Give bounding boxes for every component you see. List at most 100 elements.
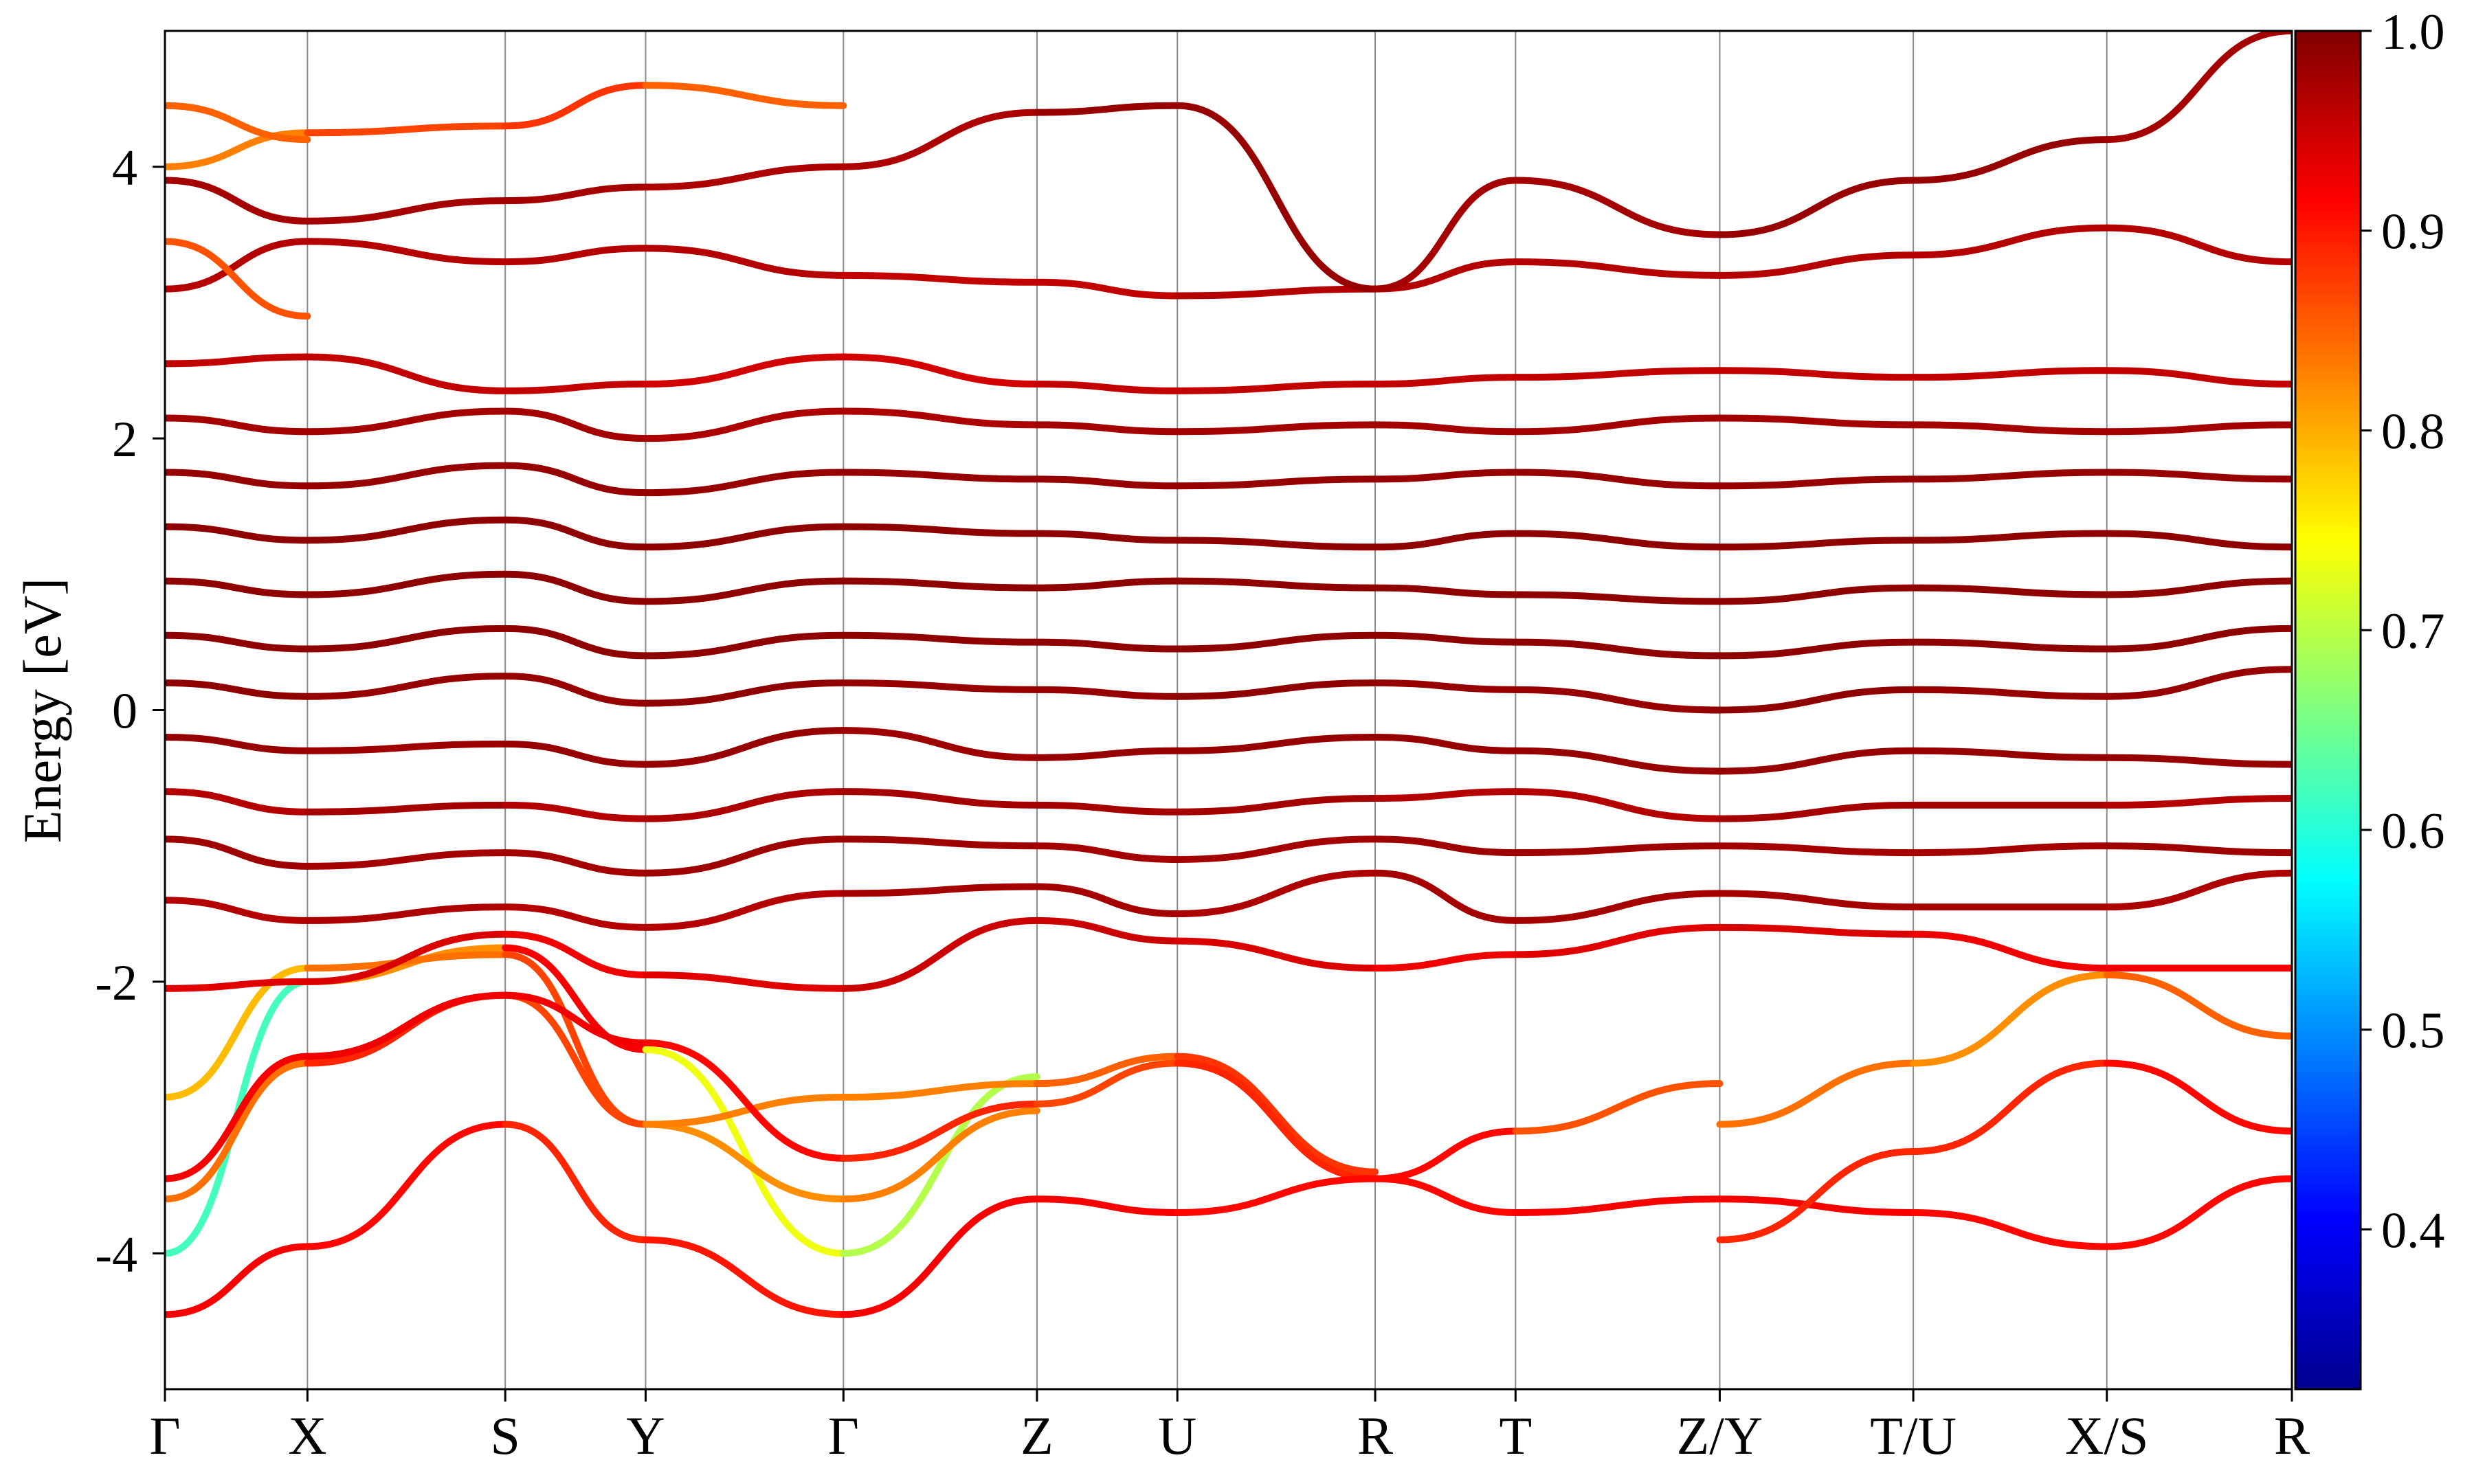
- band-segment: [502, 625, 649, 660]
- band-segment: [1910, 930, 2110, 972]
- band-segment: [1512, 1080, 1724, 1135]
- band-segment: [642, 1039, 847, 1162]
- band-segment: [1910, 686, 2110, 700]
- colorbar-tick-label: 0.6: [2381, 803, 2445, 859]
- band-segment: [1910, 136, 2110, 184]
- band-segment: [1033, 530, 1181, 544]
- band-segment: [1910, 224, 2110, 259]
- band-segment: [1174, 381, 1379, 394]
- band-segment: [1910, 1059, 2110, 1156]
- band-segment: [1910, 469, 2110, 483]
- band-segment: [1033, 686, 1181, 700]
- band-segment: [165, 788, 311, 816]
- band-segment: [1033, 842, 1181, 863]
- band-segment: [304, 516, 509, 544]
- band-segment: [642, 523, 847, 551]
- band-12: [165, 788, 2292, 822]
- band-segment: [1372, 530, 1519, 551]
- band-segment: [165, 414, 311, 436]
- band-segment: [304, 930, 509, 985]
- band-segment: [1372, 421, 1519, 436]
- band-segment: [502, 991, 649, 1128]
- band-segment: [502, 1121, 649, 1244]
- band-segment: [2103, 421, 2292, 436]
- band-segment: [304, 801, 509, 816]
- band-segment: [1716, 638, 1917, 660]
- band-7: [1716, 1059, 2292, 1244]
- band-segment: [642, 469, 847, 497]
- band-segment: [304, 353, 509, 394]
- band-13: [165, 727, 2292, 775]
- band-8: [1716, 971, 2292, 1128]
- band-segment: [165, 177, 311, 225]
- band-segment: [1512, 177, 1724, 238]
- band-segment: [304, 570, 509, 598]
- x-tick-label: Γ: [149, 1406, 180, 1465]
- y-axis-ticks: -4 -2 0 2 4: [95, 140, 165, 1283]
- band-segment: [1372, 679, 1519, 693]
- plot-frame: [164, 30, 2293, 1391]
- band-segment: [2103, 224, 2292, 266]
- band-segment: [1372, 1127, 1519, 1182]
- band-segment: [1174, 734, 1379, 754]
- x-tick-label: X/S: [2065, 1406, 2148, 1465]
- band-lines: [165, 31, 2292, 1318]
- band-segment: [642, 971, 847, 992]
- x-tick-label: X: [288, 1406, 326, 1465]
- band-segment: [642, 245, 847, 279]
- x-tick-label: U: [1158, 1406, 1196, 1465]
- band-10: [165, 869, 2292, 931]
- x-tick-label: Γ: [828, 1406, 859, 1465]
- band-segment: [502, 801, 649, 822]
- band-segment: [840, 1107, 1040, 1203]
- y-tick-label: 4: [112, 140, 137, 196]
- band-segment: [1174, 475, 1379, 490]
- band-segment: [1174, 537, 1379, 551]
- band-segment: [642, 1121, 847, 1203]
- band-segment: [1174, 937, 1379, 972]
- band-segment: [642, 631, 847, 660]
- band-segment: [165, 353, 311, 368]
- band-segment: [1033, 917, 1181, 945]
- band-segment: [1372, 177, 1519, 293]
- band-segment: [304, 238, 509, 266]
- band-17: [165, 516, 2292, 551]
- band-segment: [502, 462, 649, 497]
- band-segment: [502, 951, 649, 1128]
- band-segment: [642, 890, 847, 931]
- y-tick-label: 0: [112, 684, 137, 740]
- band-segment: [642, 163, 847, 191]
- band-segment: [840, 788, 1040, 809]
- band-segment: [1512, 367, 1724, 381]
- band-segment: [1716, 1148, 1917, 1244]
- band-segment: [642, 1236, 847, 1318]
- band-segment: [1174, 421, 1379, 436]
- band-segment: [502, 570, 649, 605]
- band-segment: [304, 903, 509, 924]
- band-segment: [2103, 530, 2292, 551]
- band-segment: [502, 407, 649, 442]
- x-tick-label: S: [491, 1406, 520, 1465]
- y-axis-label: Energy [eV]: [12, 578, 72, 843]
- band-segment: [1512, 890, 1724, 924]
- band-19: [165, 407, 2292, 442]
- band-segment: [165, 238, 311, 320]
- band-segment: [840, 577, 1040, 592]
- band-segment: [840, 523, 1040, 537]
- band-segment: [2103, 666, 2292, 700]
- band-segment: [1033, 801, 1181, 816]
- band-segment: [642, 353, 847, 388]
- band-segment: [642, 577, 847, 605]
- band-25: [165, 102, 311, 144]
- colorbar-ticks: 0.4 0.5 0.6 0.7 0.8 0.9 1.0: [2361, 4, 2445, 1259]
- band-segment: [1372, 374, 1519, 388]
- band-segment: [642, 1046, 847, 1257]
- band-segment: [1512, 469, 1724, 490]
- band-segment: [1372, 1175, 1519, 1216]
- x-tick-label: R: [1357, 1406, 1393, 1465]
- band-segment: [642, 679, 847, 707]
- band-segment: [502, 245, 649, 266]
- band-segment: [1372, 469, 1519, 483]
- band-segment: [165, 1243, 311, 1318]
